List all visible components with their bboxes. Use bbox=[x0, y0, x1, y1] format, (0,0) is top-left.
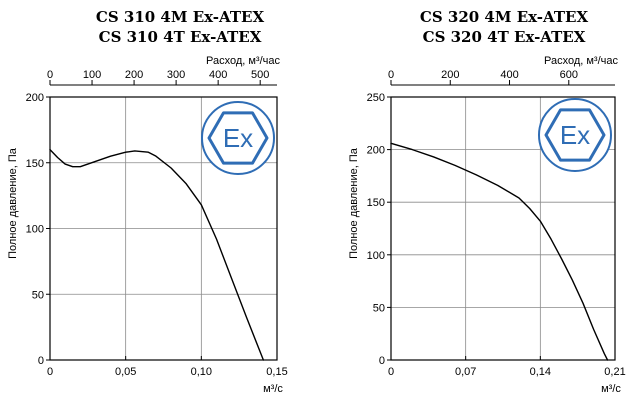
chart-1-ex-badge-label: Ex bbox=[223, 123, 253, 153]
chart-2-top-tick-label: 0 bbox=[388, 69, 394, 81]
chart-1-y-axis-label: Полное давление, Па bbox=[7, 147, 19, 259]
chart-1-top-tick-label: 200 bbox=[125, 69, 143, 81]
chart-1-top-tick-label: 300 bbox=[167, 69, 185, 81]
chart-2-y-tick-label: 100 bbox=[367, 250, 385, 262]
chart-1-y-tick-label: 150 bbox=[26, 158, 44, 170]
chart-1-top-tick-label: 0 bbox=[47, 69, 53, 81]
chart-2-top-tick-label: 200 bbox=[441, 69, 459, 81]
chart-1-title: CS 310 4M Ex-ATEX CS 310 4T Ex-ATEX bbox=[60, 7, 300, 47]
chart-1-x-tick-label: 0,05 bbox=[115, 366, 136, 378]
chart-2-plot-frame bbox=[390, 96, 616, 361]
chart-1-top-tick-label: 100 bbox=[83, 69, 101, 81]
chart-1-top-tick-label: 500 bbox=[251, 69, 269, 81]
chart-2-series-line bbox=[390, 142, 609, 361]
chart-1-top-tick-label: 400 bbox=[209, 69, 227, 81]
chart-1-x-axis-label: м³/с bbox=[263, 383, 283, 395]
chart-1-x-tick-label: 0,10 bbox=[191, 366, 212, 378]
chart-1-ex-hexagon-icon bbox=[207, 111, 269, 165]
chart-2-top-tick-label: 600 bbox=[560, 69, 578, 81]
chart-2-y-tick-label: 150 bbox=[367, 197, 385, 209]
chart-1-title-line-2: CS 310 4T Ex-ATEX bbox=[98, 28, 262, 46]
chart-2-y-tick-label: 50 bbox=[373, 302, 385, 314]
chart-2-top-tick-label: 400 bbox=[500, 69, 518, 81]
chart-1-x-tick-label: 0 bbox=[47, 366, 53, 378]
chart-2-y-axis-label: Полное давление, Па bbox=[348, 147, 360, 259]
chart-1-y-tick-label: 50 bbox=[32, 289, 44, 301]
chart-1-series-line bbox=[49, 148, 265, 361]
chart-2-title-line-2: CS 320 4T Ex-ATEX bbox=[422, 28, 586, 46]
chart-2-ex-hexagon-icon bbox=[544, 108, 606, 162]
chart-2-x-tick-label: 0,21 bbox=[604, 366, 625, 378]
chart-2-y-tick-label: 200 bbox=[367, 145, 385, 157]
chart-1-y-tick-label: 0 bbox=[38, 355, 44, 367]
chart-1-y-tick-label: 100 bbox=[26, 224, 44, 236]
chart-2-title: CS 320 4M Ex-ATEX CS 320 4T Ex-ATEX bbox=[384, 7, 624, 47]
chart-2-ex-badge-label: Ex bbox=[560, 120, 590, 150]
chart-2-y-tick-label: 250 bbox=[367, 92, 385, 104]
chart-2-title-line-1: CS 320 4M Ex-ATEX bbox=[419, 8, 589, 26]
chart-2-x-tick-label: 0 bbox=[388, 366, 394, 378]
chart-1-top-axis-label: Расход, м³/час bbox=[206, 55, 281, 67]
chart-2-x-tick-label: 0,07 bbox=[455, 366, 476, 378]
chart-1-x-tick-label: 0,15 bbox=[266, 366, 287, 378]
chart-2-group: 0 200 400 600 Расход, м³/час 0 0,07 0,14 0,21 м³/… bbox=[348, 55, 626, 395]
chart-1-y-tick-label: 200 bbox=[26, 92, 44, 104]
chart-2-top-axis-label: Расход, м³/час bbox=[544, 55, 619, 67]
chart-2-x-tick-label: 0,14 bbox=[530, 366, 551, 378]
chart-1-title-line-1: CS 310 4M Ex-ATEX bbox=[95, 8, 265, 26]
chart-2-x-axis-label: м³/с bbox=[601, 383, 621, 395]
chart-2-y-tick-label: 0 bbox=[379, 355, 385, 367]
